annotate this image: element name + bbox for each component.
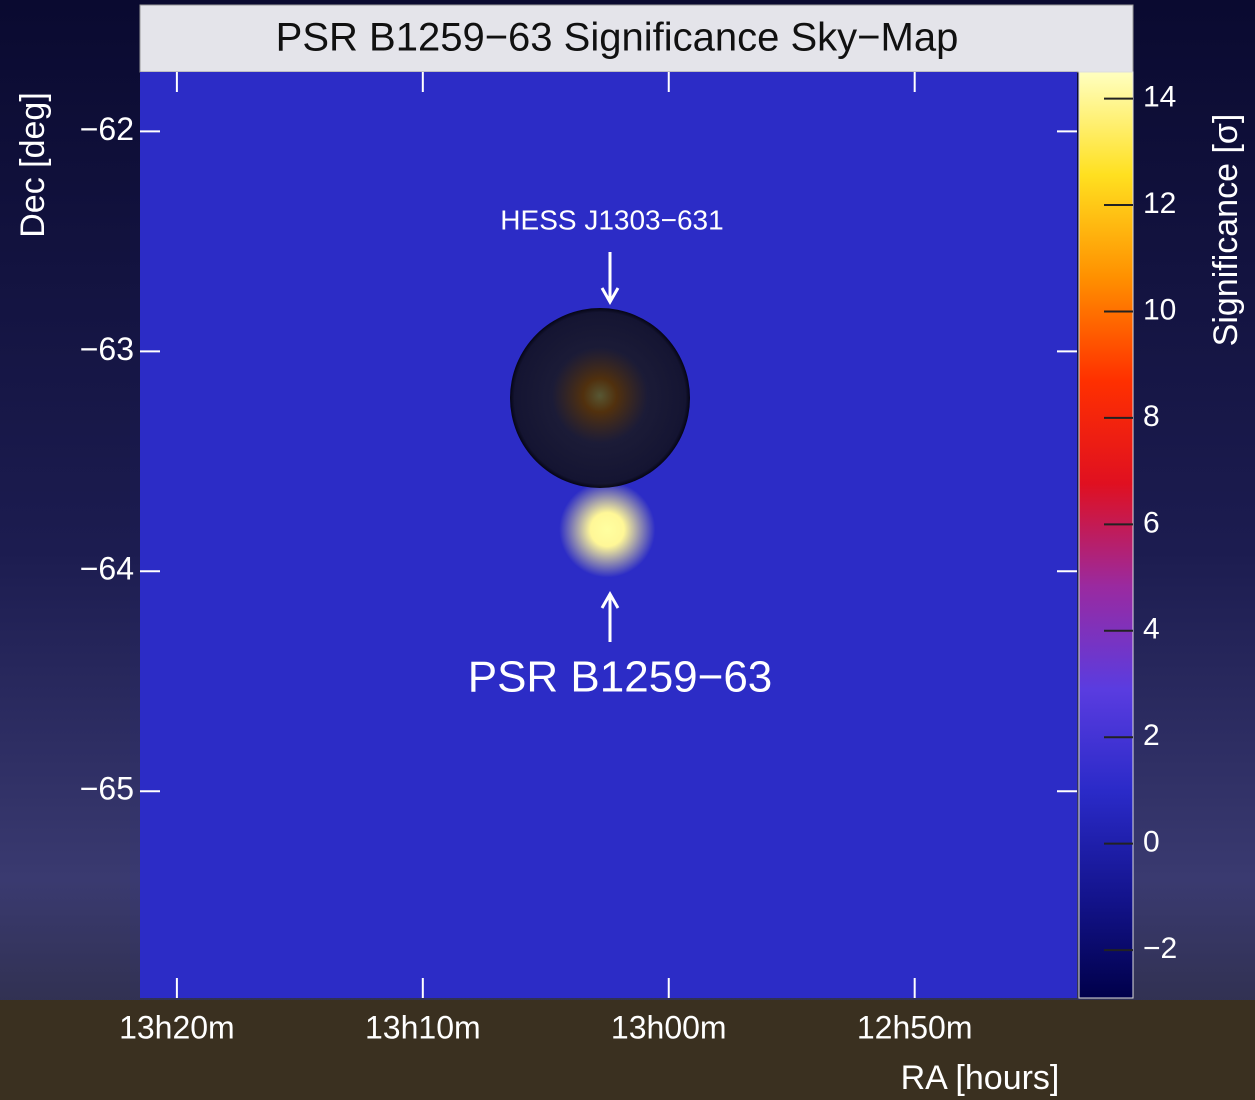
colorbar-label: Significance [σ] [1207, 114, 1245, 347]
colorbar-tick-label: 14 [1143, 81, 1176, 114]
colorbar-tick-label: 0 [1143, 826, 1160, 859]
colorbar-tick-label: −2 [1143, 932, 1177, 965]
colorbar-tick-label: 10 [1143, 293, 1176, 326]
colorbar-tick-label: 4 [1143, 613, 1160, 646]
source-label: HESS J1303−631 [500, 204, 723, 235]
y-tick-label: −62 [80, 111, 134, 147]
x-tick-label: 12h50m [857, 1009, 973, 1045]
y-tick-label: −64 [80, 551, 134, 587]
x-axis-label: RA [hours] [901, 1059, 1060, 1097]
y-axis-label: Dec [deg] [14, 92, 52, 238]
colorbar-tick-label: 8 [1143, 400, 1160, 433]
colorbar-tick-label: 12 [1143, 187, 1176, 220]
colorbar [1079, 72, 1133, 998]
colorbar-tick-label: 6 [1143, 506, 1160, 539]
source-label: PSR B1259−63 [468, 653, 773, 702]
x-tick-label: 13h00m [611, 1009, 727, 1045]
x-tick-label: 13h20m [119, 1009, 235, 1045]
overlay-disc [510, 308, 690, 488]
source [559, 482, 655, 578]
y-tick-label: −63 [80, 331, 134, 367]
chart-title: PSR B1259−63 Significance Sky−Map [276, 16, 959, 60]
chart: PSR B1259−63 Significance Sky−Map Dec [d… [0, 0, 1255, 1100]
y-tick-label: −65 [80, 771, 134, 807]
x-tick-label: 13h10m [365, 1009, 481, 1045]
colorbar-tick-label: 2 [1143, 719, 1160, 752]
